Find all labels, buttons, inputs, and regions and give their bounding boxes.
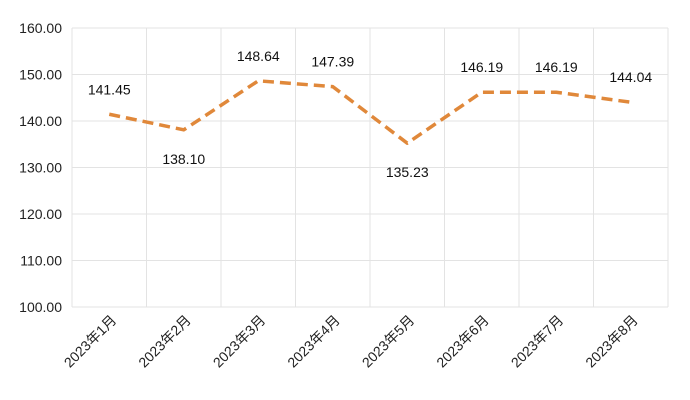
data-label: 146.19 xyxy=(460,59,503,75)
x-tick-label: 2023年7月 xyxy=(508,312,567,371)
data-label: 144.04 xyxy=(609,69,652,85)
y-tick-label: 140.00 xyxy=(19,113,62,129)
y-axis-ticks: 100.00 110.00 120.00 130.00 140.00 150.00 160.… xyxy=(19,20,62,315)
x-tick-label: 2023年8月 xyxy=(582,312,641,371)
data-point xyxy=(629,100,633,104)
data-point xyxy=(182,128,186,132)
x-tick-label: 2023年3月 xyxy=(210,312,269,371)
y-tick-label: 130.00 xyxy=(19,160,62,176)
y-tick-label: 120.00 xyxy=(19,206,62,222)
data-point xyxy=(331,85,335,89)
x-tick-label: 2023年1月 xyxy=(61,312,120,371)
data-label: 148.64 xyxy=(237,48,280,64)
data-point xyxy=(480,90,484,94)
data-label: 146.19 xyxy=(535,59,578,75)
data-labels: 141.45 138.10 148.64 147.39 135.23 146.19 146.… xyxy=(88,48,653,180)
data-label: 138.10 xyxy=(162,151,205,167)
y-tick-label: 150.00 xyxy=(19,67,62,83)
data-point xyxy=(256,79,260,83)
x-tick-label: 2023年5月 xyxy=(359,312,418,371)
x-tick-label: 2023年2月 xyxy=(135,312,194,371)
series-layer xyxy=(107,79,633,145)
data-point xyxy=(107,112,111,116)
data-label: 147.39 xyxy=(311,54,354,70)
x-axis-ticks: 2023年1月 2023年2月 2023年3月 2023年4月 2023年5月 2023年… xyxy=(61,312,641,371)
data-point xyxy=(405,141,409,145)
series-line xyxy=(108,79,631,145)
y-tick-label: 100.00 xyxy=(19,299,62,315)
gridlines xyxy=(71,27,669,308)
x-tick-label: 2023年4月 xyxy=(284,312,343,371)
y-tick-label: 110.00 xyxy=(20,253,62,269)
x-tick-label: 2023年6月 xyxy=(433,312,492,371)
data-point xyxy=(554,90,558,94)
y-tick-label: 160.00 xyxy=(19,20,62,36)
data-label: 135.23 xyxy=(386,164,429,180)
data-label: 141.45 xyxy=(88,81,131,97)
